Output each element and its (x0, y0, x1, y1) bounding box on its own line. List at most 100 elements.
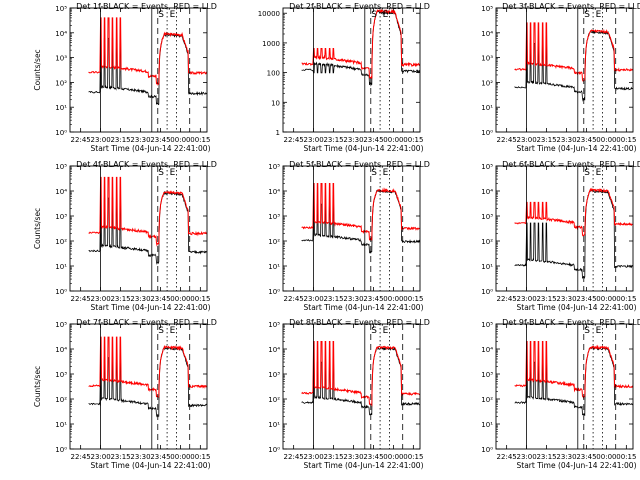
panel-5: Det 5f-BLACK = Events, RED = LLD 10⁰ 10¹ 10… (268, 160, 430, 312)
y-tick-label: 10¹ (481, 263, 493, 271)
marker-label: S (584, 10, 590, 20)
panel-title: Det 5f-BLACK = Events, RED = LLD (289, 160, 430, 169)
y-tick-label: 10⁰ (481, 288, 493, 296)
x-tick-label: 22:45 (284, 136, 304, 144)
x-tick-label: 00:15 (616, 453, 636, 461)
x-tick-label: 00:00 (383, 295, 403, 303)
plot-frame (282, 7, 421, 133)
panel-4: Det 4f-BLACK = Events, RED = LLD 10⁰ 10¹ 10… (33, 160, 217, 312)
x-tick-label: 22:45 (497, 295, 517, 303)
plot-frame (495, 165, 634, 292)
y-tick-label: 10⁴ (55, 30, 67, 38)
series-events-line (88, 33, 207, 106)
y-tick-label: 10¹ (55, 421, 67, 429)
y-tick-label: 10⁴ (481, 188, 493, 196)
plot-frame (282, 323, 421, 450)
x-tick-label: 00:00 (596, 295, 616, 303)
x-tick-label: 00:15 (190, 453, 210, 461)
plot-area (514, 187, 633, 280)
y-tick-label: 10² (268, 238, 280, 246)
x-tick-label: 23:30 (556, 136, 576, 144)
x-tick-label: 22:45 (497, 136, 517, 144)
plot-area (514, 22, 633, 102)
marker-label: S (584, 168, 590, 178)
marker-label: E (383, 326, 389, 336)
y-tick-label: 10⁵ (481, 5, 493, 13)
series-lld-line (301, 341, 420, 407)
x-tick-label: 23:30 (343, 453, 363, 461)
x-tick-label: 22:45 (71, 295, 91, 303)
y-tick-label: 10⁵ (481, 163, 493, 171)
x-tick-label: 23:30 (130, 295, 150, 303)
x-tick-label: 23:00 (516, 136, 536, 144)
y-axis-label: Counts/sec (33, 366, 42, 407)
x-tick-label: 22:45 (284, 453, 304, 461)
panel-8: Det 8f-BLACK = Events, RED = LLD 10⁰ 10¹ 10… (268, 318, 430, 470)
series-lld-line (88, 336, 207, 398)
x-tick-label: 00:15 (190, 136, 210, 144)
x-tick-label: 23:45 (150, 453, 170, 461)
marker-label: E (170, 10, 176, 20)
y-tick-label: 10⁰ (481, 129, 493, 137)
y-tick-label: 10⁰ (55, 288, 67, 296)
y-tick-label: 10³ (55, 55, 67, 63)
x-axis-label: Start Time (04-Jun-14 22:41:00) (517, 303, 637, 312)
x-tick-label: 23:15 (536, 295, 556, 303)
marker-label: E (596, 10, 602, 20)
marker-label: E (596, 326, 602, 336)
x-tick-label: 00:00 (170, 453, 190, 461)
panel-6: Det 6f-BLACK = Events, RED = LLD 10⁰ 10¹ 10… (481, 160, 640, 312)
plot-area (88, 17, 207, 106)
marker-label: E (170, 326, 176, 336)
plot-frame (69, 323, 208, 450)
marker-label: S (371, 10, 377, 20)
plot-area (301, 8, 420, 87)
panel-3: Det 3f-BLACK = Events, RED = LLD 10⁰ 10¹ 10… (481, 2, 640, 153)
panel-title: Det 9f-BLACK = Events, RED = LLD (502, 318, 640, 327)
marker-label: S (371, 326, 377, 336)
panel-title: Det 4f-BLACK = Events, RED = LLD (76, 160, 217, 169)
series-events-line (88, 191, 207, 265)
y-tick-label: 10⁰ (55, 129, 67, 137)
y-tick-label: 10⁵ (55, 163, 67, 171)
plot-frame (495, 323, 634, 450)
x-tick-label: 00:15 (403, 136, 423, 144)
y-tick-label: 10000 (258, 10, 280, 18)
marker-label: S (158, 168, 164, 178)
marker-label: S (371, 168, 377, 178)
plot-area (88, 336, 207, 418)
x-axis-label: Start Time (04-Jun-14 22:41:00) (91, 461, 211, 470)
y-tick-label: 10¹ (481, 104, 493, 112)
y-tick-label: 10⁵ (55, 5, 67, 13)
y-tick-label: 10¹ (55, 104, 67, 112)
y-tick-label: 10² (481, 238, 493, 246)
x-tick-label: 00:15 (616, 136, 636, 144)
plot-area (301, 183, 420, 254)
panel-1: Det 1f-BLACK = Events, RED = LLD 10⁰ 10¹ 10… (33, 2, 217, 153)
y-tick-label: 10⁰ (268, 446, 280, 454)
x-tick-label: 00:00 (383, 453, 403, 461)
y-tick-label: 10⁰ (481, 446, 493, 454)
marker-label: S (584, 326, 590, 336)
y-tick-label: 10⁴ (55, 188, 67, 196)
panel-title: Det 8f-BLACK = Events, RED = LLD (289, 318, 430, 327)
series-events-line (301, 189, 420, 254)
plot-frame (69, 7, 208, 133)
y-tick-label: 10 (271, 99, 280, 107)
y-tick-label: 10⁴ (481, 346, 493, 354)
y-tick-label: 10¹ (268, 263, 280, 271)
plot-area (301, 341, 420, 416)
x-tick-label: 23:30 (130, 136, 150, 144)
x-tick-label: 23:00 (303, 453, 323, 461)
marker-label: E (170, 168, 176, 178)
x-tick-label: 23:45 (363, 453, 383, 461)
panel-2: Det 2f-BLACK = Events, RED = LLD 1 10 100 10… (258, 2, 430, 153)
x-axis-label: Start Time (04-Jun-14 22:41:00) (304, 303, 424, 312)
x-axis-label: Start Time (04-Jun-14 22:41:00) (91, 144, 211, 153)
marker-label: E (383, 10, 389, 20)
marker-label: E (596, 168, 602, 178)
y-tick-label: 10² (481, 396, 493, 404)
panel-title: Det 3f-BLACK = Events, RED = LLD (502, 2, 640, 11)
y-tick-label: 10³ (55, 371, 67, 379)
x-tick-label: 23:45 (576, 453, 596, 461)
